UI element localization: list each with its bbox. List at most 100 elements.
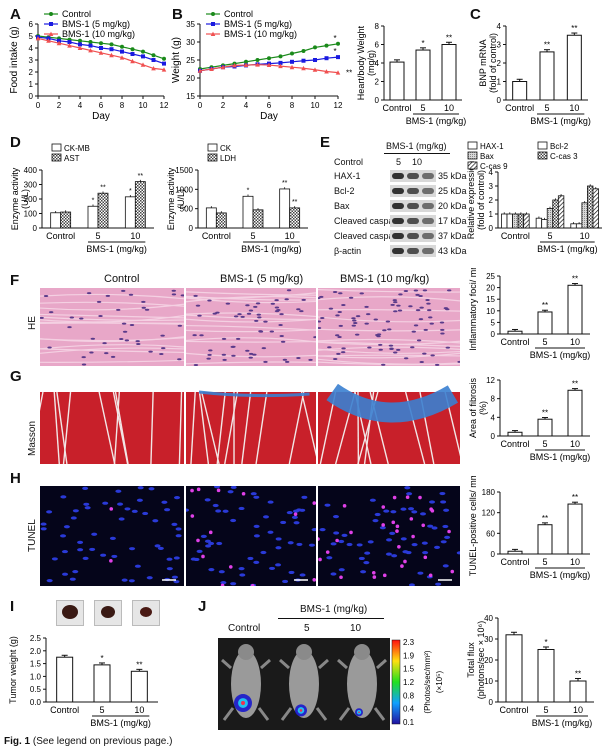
tunel-nucleus: [238, 506, 245, 511]
chart-b-ytick-label: 25: [186, 56, 195, 65]
he-nucleus: [419, 361, 424, 364]
chart-j2-sig: *: [544, 638, 547, 647]
chart-a-point: [141, 54, 145, 59]
tunel-nucleus: [404, 486, 411, 490]
chart-d2-tick-5: 5: [250, 231, 255, 241]
chart-d2-ytick-label: 1000: [175, 185, 193, 194]
panel-letter-a: A: [10, 6, 21, 23]
blot-band: [422, 233, 434, 239]
tunel-nucleus: [444, 535, 451, 540]
masson-cleft: [150, 391, 154, 464]
tunel-nucleus: [109, 536, 116, 540]
tunel-positive-cell: [450, 569, 455, 574]
he-nucleus: [215, 311, 220, 314]
tunel-nucleus: [171, 522, 178, 526]
mouse-limb: [257, 707, 270, 721]
chart-i-ytick-label: 1.5: [30, 660, 42, 669]
chart-b-point: [335, 70, 341, 75]
tunel-nucleus: [70, 516, 77, 520]
chart-b-point: [209, 66, 214, 71]
tunel-nucleus: [440, 500, 447, 504]
he-nucleus: [102, 342, 107, 345]
imaging-control-label: Control: [228, 623, 261, 634]
tunel-positive-cell: [400, 564, 404, 568]
tissue-col-control: Control: [104, 273, 140, 285]
he-nucleus: [389, 347, 394, 350]
tunel-nucleus: [253, 560, 260, 564]
mouse-limb: [280, 707, 293, 721]
he-nucleus: [222, 358, 227, 361]
he-nucleus: [208, 349, 213, 352]
chart-f2-bar: [567, 284, 583, 335]
tunel-nucleus: [161, 500, 168, 504]
tunel-nucleus: [166, 567, 173, 571]
he-nucleus: [141, 300, 146, 303]
tunel-nucleus: [282, 579, 289, 584]
he-fiber: [318, 340, 460, 347]
tunel-nucleus: [200, 534, 207, 538]
tunel-nucleus: [386, 538, 393, 542]
tunel-nucleus: [171, 575, 178, 579]
he-nucleus: [396, 348, 401, 351]
chart-e2-bar: [541, 219, 548, 229]
tumor-signal-peak: [358, 711, 360, 714]
chart-h2-ytick-label: 180: [482, 488, 496, 497]
he-fiber: [40, 337, 184, 342]
chart-a-point: [162, 56, 166, 61]
he-nucleus: [279, 334, 284, 337]
tunel-positive-cell: [312, 578, 316, 582]
tunel-nucleus: [238, 566, 245, 571]
chart-b2-bar: [389, 61, 405, 101]
he-nucleus: [144, 308, 150, 311]
chart-a-legend-label: BMS-1 (10 mg/kg): [62, 29, 135, 39]
he-nucleus: [286, 289, 292, 292]
chart-c-bnp-mrna: 0 1 2 3 4 ** ** Control 5 10 BMS-1 (mg/kg) BNP mRNA…: [478, 22, 591, 126]
chart-j2-ytick-label: 10: [484, 677, 493, 686]
he-fiber: [40, 321, 184, 324]
tunel-nucleus: [324, 503, 331, 507]
he-nucleus: [105, 294, 111, 297]
he-fiber: [318, 289, 460, 293]
blot-strip: [390, 185, 436, 197]
tunel-nucleus: [374, 512, 381, 517]
tunel-nucleus: [260, 550, 267, 555]
he-nucleus: [338, 292, 343, 295]
masson-cleft: [53, 391, 60, 464]
chart-a-legend-marker: [48, 31, 54, 36]
mouse-limb: [260, 658, 271, 670]
chart-b-legend-label: BMS-1 (10 mg/kg): [224, 29, 297, 39]
chart-b2-bar: [441, 44, 457, 101]
tunel-nucleus: [230, 518, 237, 523]
chart-j2-ytick-label: 0: [489, 698, 494, 707]
chart-a-point: [120, 44, 124, 49]
he-nucleus: [160, 334, 165, 337]
chart-b2-xlabel: BMS-1 (mg/kg): [406, 116, 467, 126]
he-nucleus: [419, 306, 424, 309]
masson-cleft: [300, 391, 316, 457]
chart-d1-sig: *: [92, 198, 95, 205]
he-nucleus: [121, 322, 127, 325]
tunel-positive-cell: [349, 530, 353, 535]
tunel-nucleus: [358, 556, 365, 561]
he-nucleus: [252, 353, 257, 356]
chart-g2-ytick-label: 0: [491, 432, 496, 441]
he-nucleus: [90, 337, 96, 340]
chart-h2-sig: **: [542, 514, 548, 523]
chart-e2-xlabel: BMS-1 (mg/kg): [537, 244, 598, 254]
he-nucleus: [207, 299, 212, 302]
he-nucleus: [403, 357, 409, 360]
blot-kda-label: 35 kDa: [438, 171, 467, 181]
tunel-nucleus: [439, 491, 446, 496]
chart-g2-tick-5: 5: [542, 439, 547, 449]
tunel-nucleus: [77, 548, 84, 552]
he-nucleus: [231, 354, 236, 357]
chart-e2-bar: [512, 213, 519, 229]
chart-d1-sig: **: [138, 173, 144, 180]
tunel-positive-cell: [318, 537, 320, 541]
he-background: [40, 288, 184, 366]
he-nucleus: [48, 311, 54, 314]
chart-b-point: [290, 51, 294, 56]
chart-e2-bar: [501, 213, 508, 229]
chart-b-point: [313, 58, 317, 62]
